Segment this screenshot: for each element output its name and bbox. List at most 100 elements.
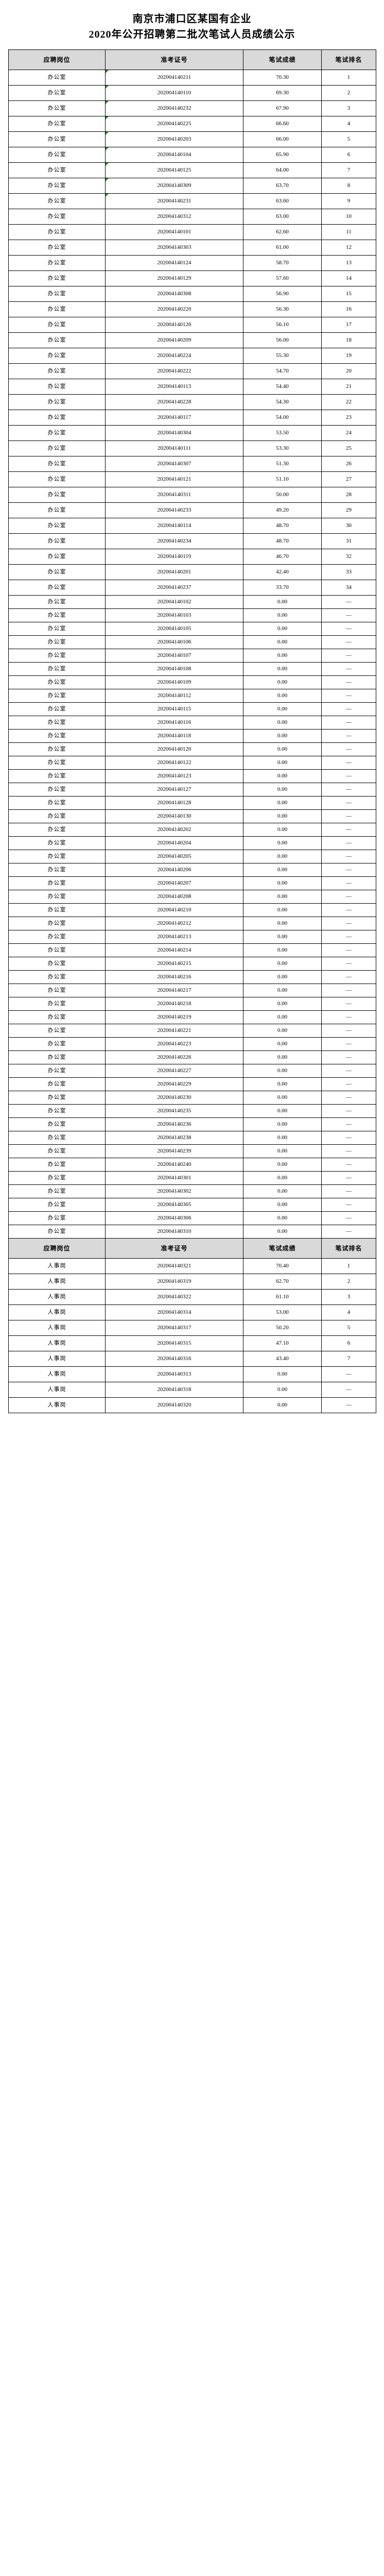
cell-ticket: 202004140217 [105, 984, 243, 997]
cell-score: 55.30 [243, 348, 322, 364]
cell-rank: — [321, 716, 376, 730]
table-row: 办公室 202004140222 54.70 20 [8, 363, 376, 379]
cell-post: 办公室 [8, 147, 106, 163]
table-row: 办公室 202004140121 51.10 27 [8, 471, 376, 487]
cell-score: 69.30 [243, 85, 322, 101]
cell-rank: 22 [321, 394, 376, 410]
cell-score: 48.70 [243, 533, 322, 549]
table-row: 办公室 202004140228 54.30 22 [8, 394, 376, 410]
cell-post: 办公室 [8, 890, 106, 904]
cell-post: 办公室 [8, 1184, 106, 1198]
cell-rank: — [321, 1091, 376, 1105]
cell-ticket: 202004140321 [105, 1258, 243, 1274]
cell-rank: 17 [321, 317, 376, 333]
cell-rank: — [321, 863, 376, 877]
cell-ticket: 202004140222 [105, 363, 243, 379]
table-row: 办公室 202004140114 48.70 30 [8, 518, 376, 534]
cell-post: 办公室 [8, 209, 106, 225]
cell-score: 0.00 [243, 716, 322, 730]
cell-ticket: 202004140124 [105, 255, 243, 271]
cell-score: 0.00 [243, 1024, 322, 1038]
cell-ticket: 202004140311 [105, 487, 243, 503]
cell-rank: 2 [321, 85, 376, 101]
table-row: 办公室 202004140219 0.00— [8, 1010, 376, 1024]
cell-score: 0.00 [243, 1050, 322, 1064]
cell-ticket-number-flagged: 202004140203 [105, 131, 243, 147]
cell-ticket: 202004140312 [105, 209, 243, 225]
cell-score: 54.40 [243, 379, 322, 395]
cell-score: 0.00 [243, 1225, 322, 1239]
cell-ticket: 202004140118 [105, 729, 243, 743]
cell-ticket: 202004140301 [105, 1171, 243, 1185]
cell-post: 办公室 [8, 608, 106, 622]
cell-score: 0.00 [243, 997, 322, 1011]
cell-post: 办公室 [8, 193, 106, 209]
cell-ticket-number-flagged: 202004140211 [105, 70, 243, 86]
cell-rank: — [321, 702, 376, 716]
cell-score: 51.10 [243, 471, 322, 487]
cell-ticket: 202004140126 [105, 317, 243, 333]
table-row: 人事岗 202004140313 0.00— [8, 1366, 376, 1382]
cell-post: 办公室 [8, 85, 106, 101]
table-row: 办公室 202004140305 0.00— [8, 1198, 376, 1212]
cell-rank: — [321, 890, 376, 904]
cell-rank: — [321, 1117, 376, 1131]
table-row: 办公室 202004140109 0.00— [8, 675, 376, 689]
cell-score: 0.00 [243, 850, 322, 863]
table-row: 办公室 202004140126 56.10 17 [8, 317, 376, 333]
cell-score: 0.00 [243, 649, 322, 663]
cell-rank: — [321, 917, 376, 930]
cell-post: 办公室 [8, 332, 106, 348]
cell-score: 56.00 [243, 332, 322, 348]
column-header-rank: 笔试排名 [321, 49, 376, 70]
cell-rank: — [321, 1064, 376, 1078]
cell-score: 56.30 [243, 301, 322, 317]
table-row: 办公室 202004140310 0.00— [8, 1225, 376, 1239]
cell-post: 办公室 [8, 1037, 106, 1051]
title-line-1: 南京市浦口区某国有企业 [132, 13, 252, 25]
table-row: 人事岗 202004140321 70.40 1 [8, 1258, 376, 1274]
cell-score: 33.70 [243, 580, 322, 596]
cell-score: 63.60 [243, 193, 322, 209]
cell-rank: — [321, 1382, 376, 1398]
cell-post: 办公室 [8, 649, 106, 663]
table-row: 办公室 202004140224 55.30 19 [8, 348, 376, 364]
cell-score: 0.00 [243, 984, 322, 997]
cell-ticket: 202004140318 [105, 1382, 243, 1398]
cell-ticket: 202004140107 [105, 649, 243, 663]
cell-post: 办公室 [8, 863, 106, 877]
cell-rank: 7 [321, 1351, 376, 1367]
cell-score: 0.00 [243, 1171, 322, 1185]
cell-ticket: 202004140127 [105, 783, 243, 796]
cell-rank: 5 [321, 1320, 376, 1336]
cell-post: 办公室 [8, 286, 106, 302]
cell-score: 61.10 [243, 1289, 322, 1305]
cell-ticket: 202004140316 [105, 1351, 243, 1367]
table-row: 办公室 202004140103 0.00— [8, 608, 376, 622]
cell-score: 0.00 [243, 769, 322, 783]
cell-score: 56.10 [243, 317, 322, 333]
table-row: 办公室 202004140205 0.00— [8, 850, 376, 863]
cell-score: 53.50 [243, 425, 322, 441]
cell-post: 办公室 [8, 876, 106, 890]
cell-rank: 6 [321, 1335, 376, 1351]
cell-ticket: 202004140221 [105, 1024, 243, 1038]
cell-post: 办公室 [8, 635, 106, 649]
cell-rank: — [321, 783, 376, 796]
cell-post: 办公室 [8, 1104, 106, 1118]
cell-post: 人事岗 [8, 1351, 106, 1367]
cell-ticket: 202004140317 [105, 1320, 243, 1336]
table-row: 办公室 202004140234 48.70 31 [8, 533, 376, 549]
table-row: 办公室 202004140204 0.00— [8, 836, 376, 850]
cell-rank: 23 [321, 410, 376, 426]
cell-rank: — [321, 769, 376, 783]
table-row: 办公室 202004140117 54.00 23 [8, 410, 376, 426]
table-header-row: 应聘岗位 准考证号 笔试成绩 笔试排名 [8, 49, 376, 70]
table-row: 办公室 202004140118 0.00— [8, 729, 376, 743]
table-row: 办公室 202004140236 0.00— [8, 1117, 376, 1131]
cell-score: 50.20 [243, 1320, 322, 1336]
cell-score: 0.00 [243, 930, 322, 944]
cell-post: 办公室 [8, 502, 106, 518]
cell-ticket: 202004140215 [105, 957, 243, 971]
cell-ticket: 202004140303 [105, 240, 243, 256]
